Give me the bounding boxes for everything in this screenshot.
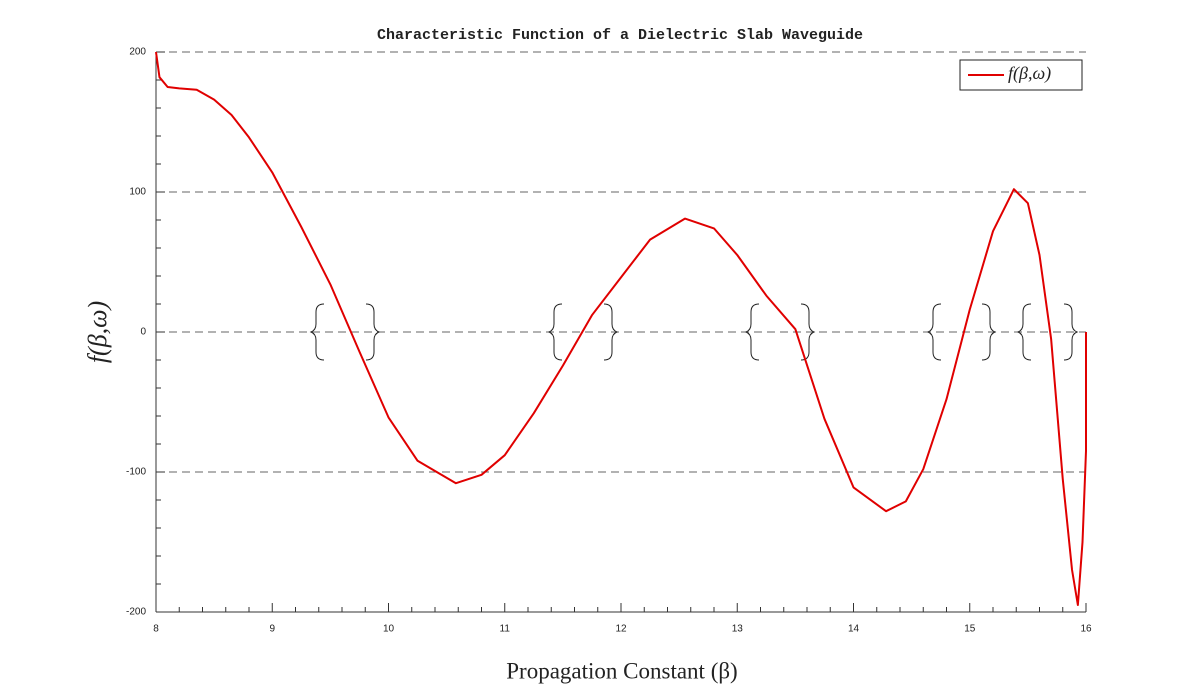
- x-tick-label: 13: [732, 624, 744, 635]
- x-axis-label: Propagation Constant (β): [506, 658, 737, 683]
- chart-title: Characteristic Function of a Dielectric …: [377, 27, 863, 44]
- x-tick-label: 14: [848, 624, 860, 635]
- x-tick-label: 11: [500, 624, 511, 635]
- line-series: [155, 51, 1087, 606]
- x-tick-label: 12: [615, 624, 627, 635]
- y-axis-label: f(β,ω): [83, 301, 112, 363]
- x-tick-label: 15: [964, 624, 976, 635]
- y-tick-label: -200: [126, 607, 146, 618]
- legend-label: f(β,ω): [1008, 63, 1051, 84]
- x-tick-label: 16: [1080, 624, 1092, 635]
- y-tick-label: -100: [126, 467, 146, 478]
- x-tick-label: 8: [153, 624, 159, 635]
- x-tick-label: 10: [383, 624, 395, 635]
- y-tick-label: 100: [129, 187, 146, 198]
- y-tick-label: 0: [140, 327, 146, 338]
- y-tick-label: 200: [129, 47, 146, 58]
- x-tick-label: 9: [269, 624, 275, 635]
